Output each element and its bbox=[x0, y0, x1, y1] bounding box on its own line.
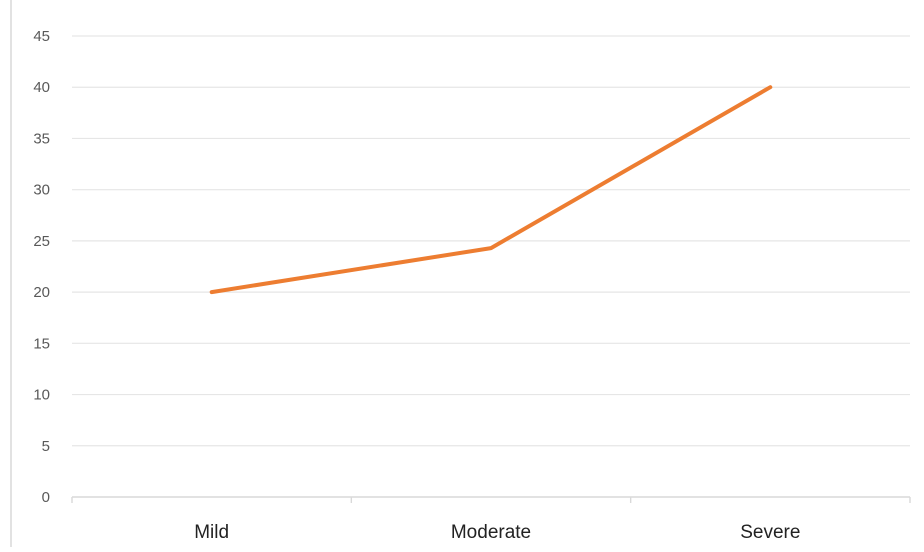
y-tick-label: 15 bbox=[33, 335, 50, 352]
y-tick-label: 45 bbox=[33, 28, 50, 45]
gridlines bbox=[72, 35, 910, 447]
x-category-label: Severe bbox=[740, 522, 800, 543]
y-tick-label: 10 bbox=[33, 387, 50, 404]
y-tick-label: 30 bbox=[33, 182, 50, 199]
y-tick-label: 0 bbox=[42, 489, 50, 506]
series-layer bbox=[209, 85, 773, 295]
y-tick-labels: 0 5 10 15 20 25 30 35 40 45 bbox=[33, 28, 50, 506]
x-category-label: Mild bbox=[194, 522, 229, 543]
series-line bbox=[209, 85, 773, 295]
y-tick-label: 20 bbox=[33, 284, 50, 301]
x-axis: Mild Moderate Severe bbox=[71, 496, 911, 543]
y-tick-label: 5 bbox=[42, 438, 50, 455]
y-tick-label: 25 bbox=[33, 233, 50, 250]
y-tick-label: 35 bbox=[33, 130, 50, 147]
x-category-label: Moderate bbox=[451, 522, 531, 543]
y-tick-label: 40 bbox=[33, 79, 50, 96]
